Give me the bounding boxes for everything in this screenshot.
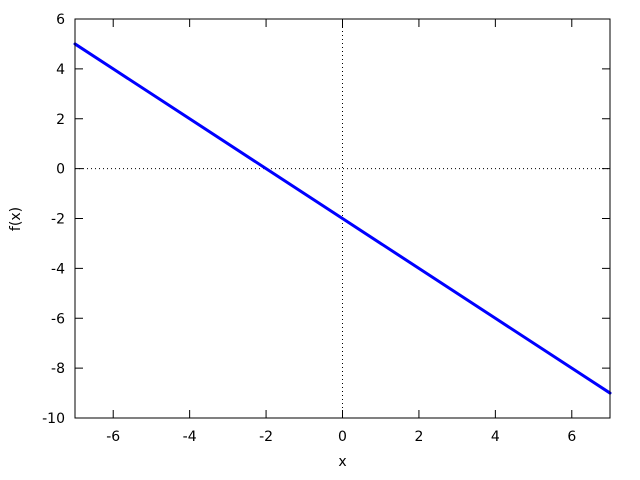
x-tick-label: -4	[183, 429, 197, 445]
y-tick-label: 0	[56, 162, 65, 178]
y-tick-label: 2	[56, 112, 65, 128]
y-tick-label: -6	[51, 311, 65, 327]
x-tick-label: 4	[491, 429, 500, 445]
y-tick-label: -10	[42, 411, 65, 427]
y-tick-label: 6	[56, 12, 65, 28]
y-tick-label: 4	[56, 62, 65, 78]
x-axis-label: x	[338, 454, 347, 470]
y-tick-label: -2	[51, 212, 65, 228]
x-tick-label: -2	[259, 429, 273, 445]
y-tick-label: -8	[51, 361, 65, 377]
series-line-0	[73, 42, 612, 395]
x-tick-label: 6	[567, 429, 576, 445]
y-tick-label: -4	[51, 261, 65, 277]
x-tick-label: 0	[338, 429, 347, 445]
x-tick-label: -6	[106, 429, 120, 445]
y-axis-label: f(x)	[8, 206, 24, 232]
x-tick-label: 2	[414, 429, 423, 445]
